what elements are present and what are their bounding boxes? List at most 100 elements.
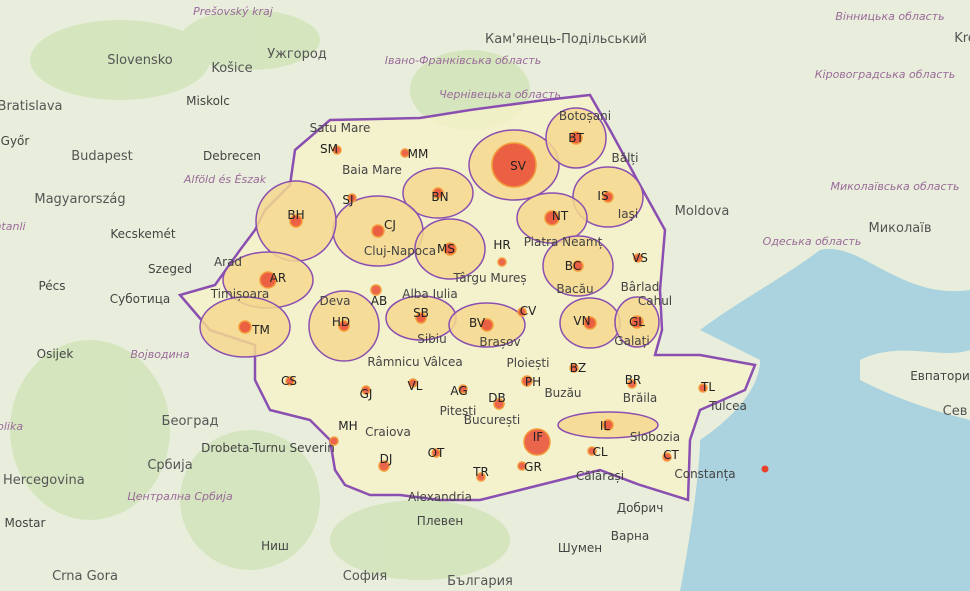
case-bubble[interactable] [332, 145, 342, 155]
county-sj[interactable]: SJ [342, 193, 357, 207]
county-bc[interactable]: BC [565, 259, 584, 273]
case-bubble[interactable] [415, 312, 427, 324]
case-bubble[interactable] [370, 284, 382, 296]
county-vs[interactable]: VS [632, 251, 648, 265]
county-code-label: CJ [384, 218, 396, 232]
county-il[interactable]: IL [600, 419, 614, 433]
place-label: Crna Gora [52, 569, 118, 584]
case-bubble[interactable] [371, 224, 385, 238]
county-bh[interactable]: BH [287, 208, 305, 228]
county-code-label: HR [493, 238, 510, 252]
county-gr[interactable]: GR [517, 460, 542, 474]
county-code-label: AG [450, 384, 467, 398]
case-bubble[interactable] [378, 460, 390, 472]
case-bubble[interactable] [602, 419, 614, 431]
case-bubble[interactable] [633, 253, 643, 263]
county-code-label: MH [338, 419, 357, 433]
county-hr[interactable]: HR [493, 238, 511, 267]
county-db[interactable]: DB [488, 391, 506, 410]
case-bubble[interactable] [627, 379, 637, 389]
case-bubble[interactable] [329, 436, 339, 446]
county-sm[interactable]: SM [320, 142, 342, 156]
case-bubble[interactable] [630, 315, 644, 329]
county-ag[interactable]: AG [450, 384, 468, 398]
county-code-label: VL [408, 379, 423, 393]
county-br[interactable]: BR [625, 373, 642, 389]
county-sb[interactable]: SB [413, 306, 429, 324]
case-bubble[interactable] [517, 307, 527, 317]
case-bubble[interactable] [517, 461, 527, 471]
case-bubble[interactable] [285, 376, 295, 386]
county-if[interactable]: IF [523, 428, 551, 456]
county-code-label: TR [472, 465, 489, 479]
case-bubble[interactable] [493, 398, 505, 410]
case-bubble[interactable] [587, 446, 597, 456]
county-ar[interactable]: AR [259, 271, 286, 289]
county-gl[interactable]: GL [629, 315, 645, 329]
county-hd[interactable]: HD [332, 315, 350, 332]
case-bubble[interactable] [572, 260, 584, 272]
county-is[interactable]: IS [597, 189, 614, 203]
case-bubble[interactable] [569, 363, 579, 373]
case-bubble[interactable] [347, 193, 357, 203]
county-mm[interactable]: MM [400, 147, 428, 161]
county-ms[interactable]: MS [437, 242, 457, 256]
county-ph[interactable]: PH [521, 375, 541, 389]
case-bubble[interactable] [521, 375, 533, 387]
county-ot[interactable]: OT [428, 446, 445, 460]
case-bubble[interactable] [400, 148, 410, 158]
place-label: Prešovský kraj [193, 5, 274, 18]
case-bubble[interactable] [662, 452, 672, 462]
case-bubble[interactable] [259, 271, 277, 289]
case-bubble[interactable] [432, 187, 444, 199]
county-vn[interactable]: VN [573, 314, 597, 330]
case-bubble[interactable] [497, 257, 507, 267]
county-vl[interactable]: VL [408, 378, 423, 393]
county-nt[interactable]: NT [544, 209, 569, 226]
case-bubble[interactable] [408, 378, 418, 388]
case-bubble[interactable] [361, 385, 371, 395]
county-cj[interactable]: CJ [371, 218, 396, 238]
case-bubble[interactable] [491, 142, 537, 188]
county-ab[interactable]: AB [370, 284, 387, 308]
county-ct[interactable]: CT [662, 448, 680, 462]
sea-bubble [761, 465, 769, 473]
county-bv[interactable]: BV [469, 316, 494, 332]
county-tr[interactable]: TR [472, 465, 489, 482]
case-bubble[interactable] [431, 448, 441, 458]
case-bubble[interactable] [480, 318, 494, 332]
place-label: Ниш [261, 539, 289, 553]
county-cv[interactable]: CV [517, 304, 537, 318]
place-label: Osijek [37, 347, 74, 361]
county-mh[interactable]: MH [329, 419, 358, 446]
case-bubble[interactable] [289, 214, 303, 228]
case-bubble[interactable] [569, 131, 583, 145]
place-label: Bârlad [621, 280, 660, 294]
county-cs[interactable]: CS [281, 374, 297, 388]
county-code-label: SJ [342, 193, 353, 207]
case-bubble[interactable] [458, 384, 468, 394]
place-label: Івано-Франківська область [385, 54, 542, 67]
county-tm[interactable]: TM [238, 320, 270, 337]
case-bubble[interactable] [443, 242, 457, 256]
place-label: Timișoara [210, 287, 270, 301]
county-cl[interactable]: CL [587, 445, 608, 459]
case-bubble[interactable] [602, 191, 614, 203]
county-bt[interactable]: BT [568, 131, 584, 145]
case-bubble[interactable] [476, 472, 486, 482]
county-dj[interactable]: DJ [378, 452, 393, 472]
county-code-label: TM [251, 323, 270, 337]
case-bubble[interactable] [338, 320, 350, 332]
case-bubble[interactable] [698, 383, 708, 393]
county-tl[interactable]: TL [698, 380, 715, 394]
county-sv[interactable]: SV [491, 142, 537, 188]
case-bubble[interactable] [238, 320, 252, 334]
county-bz[interactable]: BZ [569, 361, 586, 375]
case-bubble[interactable] [583, 316, 597, 330]
case-bubble[interactable] [523, 428, 551, 456]
county-gj[interactable]: GJ [360, 385, 373, 401]
case-bubble[interactable] [544, 210, 560, 226]
county-code-label: DJ [380, 452, 393, 466]
county-bn[interactable]: BN [431, 187, 449, 204]
